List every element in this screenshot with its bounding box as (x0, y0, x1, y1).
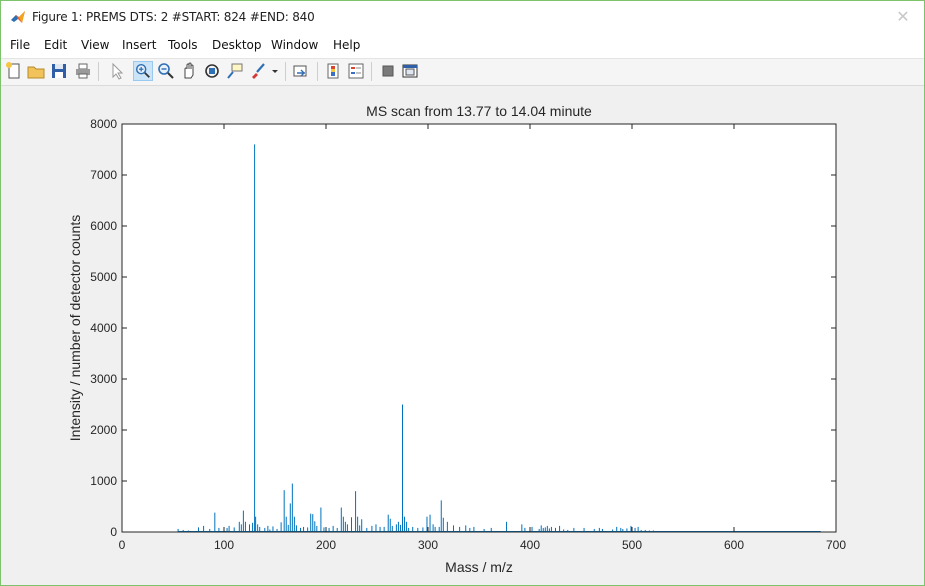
y-tick-label: 1000 (90, 474, 117, 488)
menu-window[interactable]: Window (271, 38, 319, 52)
x-tick-label: 400 (520, 538, 540, 552)
toolbar-separator (371, 62, 372, 81)
figure-canvas: 0 100 200 300 400 500 600 700 0 1000 2000 3000 4000… (1, 86, 924, 585)
toolbar-separator (317, 62, 318, 81)
open-file-icon[interactable] (26, 61, 46, 81)
x-tick-label: 300 (418, 538, 438, 552)
rotate-3d-icon[interactable] (202, 61, 222, 81)
x-tick-label: 0 (119, 538, 126, 552)
y-axis: 0 1000 2000 3000 4000 5000 6000 7000 8000 (90, 117, 836, 539)
menu-desktop[interactable]: Desktop (212, 38, 262, 52)
insert-legend-icon[interactable] (346, 61, 366, 81)
y-axis-label: Intensity / number of detector counts (67, 215, 83, 441)
y-tick-label: 0 (110, 525, 117, 539)
chart[interactable]: 0 100 200 300 400 500 600 700 0 1000 2000 3000 4000… (1, 86, 924, 585)
edit-plot-icon[interactable] (107, 61, 127, 81)
show-plot-tools-icon[interactable] (400, 61, 420, 81)
menu-view[interactable]: View (81, 38, 110, 52)
chart-title: MS scan from 13.77 to 14.04 minute (366, 103, 592, 119)
save-icon[interactable] (49, 61, 69, 81)
y-tick-label: 2000 (90, 423, 117, 437)
x-tick-label: 600 (724, 538, 744, 552)
menu-edit[interactable]: Edit (44, 38, 68, 52)
new-figure-icon[interactable] (4, 61, 24, 81)
x-axis: 0 100 200 300 400 500 600 700 (119, 124, 846, 552)
y-tick-label: 4000 (90, 321, 117, 335)
chevron-down-icon[interactable] (269, 61, 281, 81)
menu-help[interactable]: Help (333, 38, 361, 52)
close-button[interactable]: ✕ (896, 7, 910, 26)
figure-toolbar (1, 59, 924, 86)
data-cursor-icon[interactable] (225, 61, 245, 81)
x-axis-label: Mass / m/z (445, 559, 513, 575)
y-tick-label: 3000 (90, 372, 117, 386)
insert-colorbar-icon[interactable] (323, 61, 343, 81)
title-bar: Figure 1: PREMS DTS: 2 #START: 824 #END:… (1, 1, 924, 33)
x-tick-label: 700 (826, 538, 846, 552)
toolbar-separator (98, 62, 99, 81)
print-icon[interactable] (73, 61, 93, 81)
x-tick-label: 100 (214, 538, 234, 552)
menu-tools[interactable]: Tools (168, 38, 198, 52)
y-tick-label: 6000 (90, 219, 117, 233)
menu-insert[interactable]: Insert (122, 38, 157, 52)
toolbar-separator (285, 62, 286, 81)
zoom-out-icon[interactable] (156, 61, 176, 81)
y-tick-label: 7000 (90, 168, 117, 182)
brush-icon[interactable] (248, 61, 268, 81)
zoom-in-icon[interactable] (133, 61, 153, 81)
x-tick-label: 500 (622, 538, 642, 552)
x-tick-label: 200 (316, 538, 336, 552)
hide-plot-tools-icon[interactable] (378, 61, 398, 81)
y-tick-label: 5000 (90, 270, 117, 284)
pan-icon[interactable] (179, 61, 199, 81)
window-title: Figure 1: PREMS DTS: 2 #START: 824 #END:… (32, 10, 315, 24)
axes-background (122, 124, 836, 532)
matlab-logo-icon (11, 11, 25, 23)
menu-bar: File Edit View Insert Tools Desktop Wind… (1, 33, 924, 59)
link-plot-icon[interactable] (291, 61, 311, 81)
y-tick-label: 8000 (90, 117, 117, 131)
menu-file[interactable]: File (10, 38, 31, 52)
